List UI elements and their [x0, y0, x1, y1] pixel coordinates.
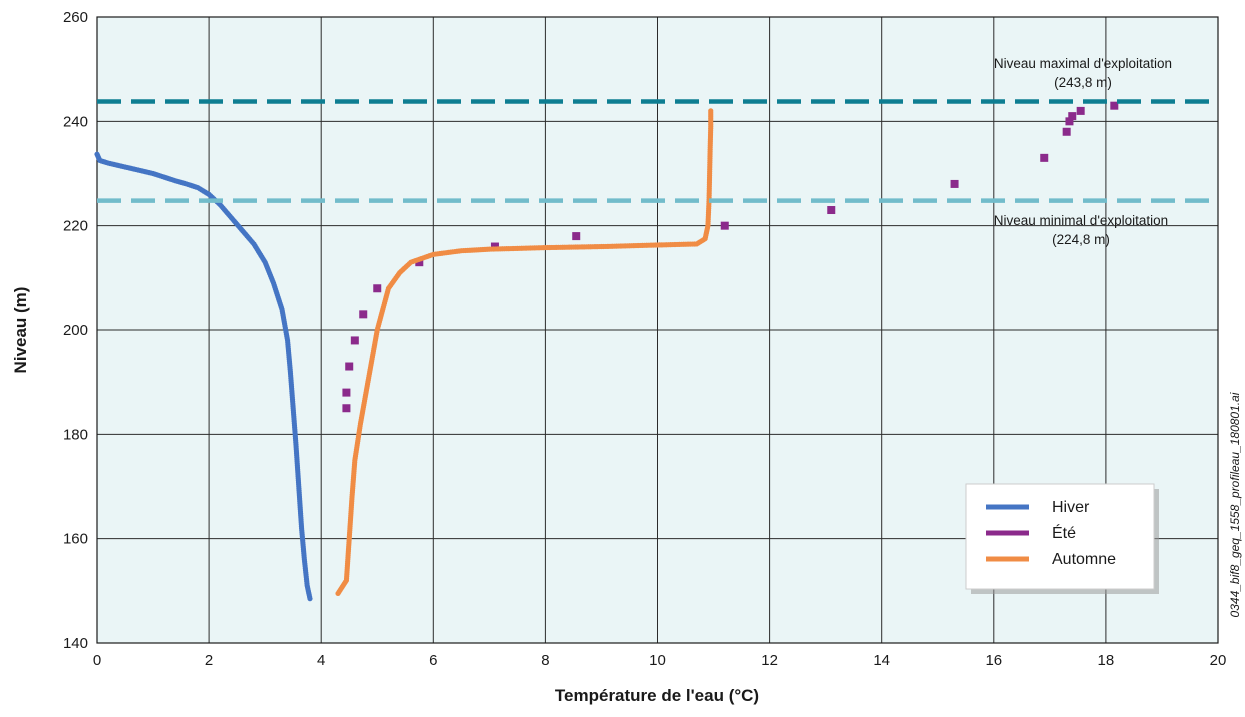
x-tick-label: 8: [541, 652, 549, 669]
x-tick-label: 4: [317, 652, 325, 669]
reference-line-label: Niveau maximal d'exploitation: [994, 56, 1172, 71]
data-point: [359, 310, 368, 319]
legend-label: Été: [1052, 523, 1076, 542]
legend-label: Hiver: [1052, 499, 1090, 516]
y-tick-label: 260: [63, 9, 88, 26]
x-tick-label: 6: [429, 652, 437, 669]
data-point: [720, 221, 729, 230]
data-point: [1062, 127, 1071, 136]
data-point: [342, 404, 351, 413]
y-tick-label: 220: [63, 218, 88, 235]
y-tick-label: 240: [63, 113, 88, 130]
data-point: [827, 206, 836, 215]
y-tick-label: 160: [63, 531, 88, 548]
data-point: [307, 596, 313, 602]
legend: Hiver Été Automne: [965, 483, 1159, 594]
data-point: [572, 232, 581, 241]
data-point: [1068, 112, 1077, 121]
data-point: [1040, 153, 1049, 162]
x-tick-label: 14: [873, 652, 890, 669]
data-point: [373, 284, 382, 293]
x-tick-label: 12: [761, 652, 778, 669]
reference-line-label: Niveau minimal d'exploitation: [994, 213, 1168, 228]
y-tick-label: 180: [63, 426, 88, 443]
data-point: [1065, 117, 1074, 126]
x-tick-label: 20: [1210, 652, 1227, 669]
plot-frame: [96, 16, 1219, 644]
reference-line-value: (224,8 m): [1052, 232, 1110, 247]
legend-label: Automne: [1052, 551, 1116, 568]
data-point: [415, 258, 424, 267]
grid: [96, 16, 1219, 644]
reference-line-value: (243,8 m): [1054, 75, 1112, 90]
data-point: [350, 336, 359, 345]
data-point: [345, 362, 354, 371]
x-tick-label: 16: [985, 652, 1002, 669]
data-point: [708, 108, 714, 114]
x-tick-label: 10: [649, 652, 666, 669]
y-axis-title: Niveau (m): [11, 287, 30, 374]
x-tick-label: 2: [205, 652, 213, 669]
data-point: [950, 179, 959, 188]
x-tick-label: 0: [93, 652, 101, 669]
file-credit: 0344_bif8_geq_1558_profileau_180801.ai: [1228, 392, 1242, 617]
y-tick-label: 200: [63, 322, 88, 339]
x-axis-title: Température de l'eau (°C): [555, 686, 759, 705]
y-tick-label: 140: [63, 635, 88, 652]
x-tick-label: 18: [1098, 652, 1115, 669]
data-point: [342, 388, 351, 397]
legend-box: [965, 483, 1155, 590]
series-automne: [335, 108, 714, 597]
data-point: [1110, 101, 1119, 110]
data-point: [1076, 106, 1085, 115]
